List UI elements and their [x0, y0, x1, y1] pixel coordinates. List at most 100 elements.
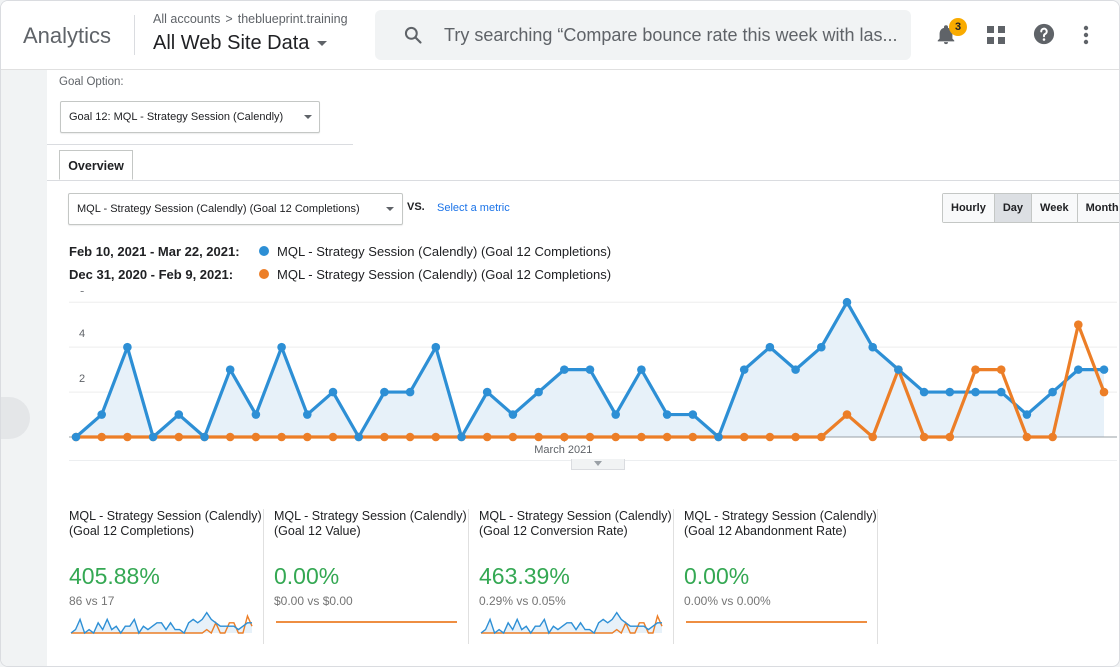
scorecard-value-card[interactable]: MQL - Strategy Session (Calendly) (Goal …	[274, 509, 474, 644]
scorecard-abandonment-rate[interactable]: MQL - Strategy Session (Calendly) (Goal …	[684, 509, 884, 644]
scorecard-divider	[673, 509, 674, 644]
series-previous-point	[303, 432, 312, 442]
series-current-point	[842, 297, 852, 307]
series-current-point	[714, 432, 723, 442]
series-current-point	[585, 365, 595, 374]
sidebar-expand-handle[interactable]	[1, 397, 30, 439]
scorecard-divider	[877, 509, 878, 644]
granularity-hourly-button[interactable]: Hourly	[943, 194, 995, 222]
granularity-month-button[interactable]: Month	[1077, 194, 1119, 222]
goal-option-select[interactable]: Goal 12: MQL - Strategy Session (Calendl…	[60, 101, 320, 133]
scorecard-conversion-rate[interactable]: MQL - Strategy Session (Calendly) (Goal …	[479, 509, 679, 644]
series-current-point	[688, 410, 698, 419]
sparkline-area	[71, 612, 252, 633]
view-name: All Web Site Data	[153, 32, 310, 54]
series-previous-point	[945, 432, 955, 442]
series-current-point	[380, 387, 389, 397]
scorecard-completions[interactable]: MQL - Strategy Session (Calendly) (Goal …	[69, 509, 269, 644]
breadcrumb[interactable]: All accounts > theblueprint.training	[153, 12, 348, 26]
scorecard-value: 405.88%	[69, 563, 160, 589]
series-previous-point	[251, 432, 261, 442]
view-selector[interactable]: All Web Site Data	[153, 32, 328, 55]
series-current-point	[894, 365, 903, 374]
scorecard-title: MQL - Strategy Session (Calendly) (Goal …	[69, 509, 262, 538]
series-previous-point	[328, 432, 338, 442]
select-metric-link[interactable]: Select a metric	[437, 202, 510, 214]
legend-previous-range: Dec 31, 2020 - Feb 9, 2021:	[69, 267, 234, 282]
search-bar[interactable]: Try searching “Compare bounce rate this …	[375, 10, 911, 60]
main-line-chart[interactable]: 6 4 2 March 2021	[61, 291, 1119, 461]
top-bar: Analytics All accounts > theblueprint.trai…	[1, 1, 1119, 70]
series-current-point	[1022, 410, 1032, 419]
search-icon	[404, 26, 422, 44]
granularity-week-button[interactable]: Week	[1032, 194, 1078, 222]
y-tick-label: 2	[79, 373, 85, 385]
series-previous-point	[380, 432, 389, 442]
series-previous-point	[508, 432, 518, 442]
granularity-toggle: Hourly Day Week Month	[942, 193, 1119, 223]
series-current-point	[71, 432, 81, 442]
series-previous-point	[817, 432, 826, 442]
series-previous-point	[1074, 320, 1083, 329]
breadcrumb-property[interactable]: theblueprint.training	[237, 12, 348, 26]
sparkline-area	[481, 612, 662, 633]
metric-select-value: MQL - Strategy Session (Calendly) (Goal …	[77, 203, 360, 215]
series-previous-point	[560, 432, 569, 442]
series-current-point	[225, 365, 235, 374]
scorecard-sparkline	[686, 621, 867, 623]
y-tick-label: 6	[79, 291, 85, 295]
series-previous-point	[868, 432, 877, 442]
series-previous-point	[919, 432, 929, 442]
series-current-point	[662, 410, 672, 419]
granularity-day-button[interactable]: Day	[994, 194, 1033, 222]
series-current-point	[817, 342, 826, 352]
scorecard-value: 0.00%	[684, 563, 750, 589]
series-current-point	[945, 387, 955, 397]
chart-collapse-toggle[interactable]	[571, 459, 625, 470]
more-vert-icon[interactable]	[1083, 25, 1089, 45]
legend-previous: Dec 31, 2020 - Feb 9, 2021: MQL - Strateg…	[69, 267, 611, 282]
series-previous-point	[534, 432, 543, 442]
series-previous-point	[611, 432, 620, 442]
app-name[interactable]: Analytics	[23, 23, 112, 48]
header-divider	[134, 15, 135, 55]
series-current-point	[611, 410, 620, 419]
series-previous-point	[637, 432, 646, 442]
series-previous-point	[97, 432, 106, 442]
tab-overview[interactable]: Overview	[59, 150, 133, 180]
series-previous-point	[842, 410, 852, 419]
breadcrumb-account[interactable]: All accounts	[153, 12, 221, 26]
series-previous-point	[225, 432, 235, 442]
series-current-point	[919, 387, 929, 397]
sparkline-current	[480, 611, 662, 635]
series-current-dot	[259, 246, 269, 256]
series-current-point	[1074, 365, 1083, 374]
help-icon[interactable]	[1033, 23, 1055, 45]
series-current-point	[405, 387, 415, 397]
series-previous-point	[123, 432, 132, 442]
series-previous-point	[277, 432, 286, 442]
series-previous-point	[174, 432, 184, 442]
chevron-down-icon	[317, 41, 328, 47]
scorecard-title: MQL - Strategy Session (Calendly) (Goal …	[274, 509, 467, 538]
scorecard-title: MQL - Strategy Session (Calendly) (Goal …	[479, 509, 672, 538]
goal-option-label: Goal Option:	[59, 76, 124, 88]
series-current-point	[1099, 365, 1109, 374]
scorecard-compare: 0.00% vs 0.00%	[684, 594, 771, 608]
series-previous-point	[585, 432, 595, 442]
series-previous-point	[431, 432, 441, 442]
scorecard-compare: 86 vs 17	[69, 594, 115, 608]
metric-select[interactable]: MQL - Strategy Session (Calendly) (Goal …	[68, 193, 403, 225]
series-previous-point	[482, 432, 492, 442]
search-input[interactable]: Try searching “Compare bounce rate this …	[444, 25, 898, 45]
scorecard-value: 0.00%	[274, 563, 340, 589]
apps-grid-icon[interactable]	[987, 26, 1005, 44]
series-previous-point	[1022, 432, 1032, 442]
scorecard-compare: 0.29% vs 0.05%	[479, 594, 566, 608]
series-current-point	[508, 410, 518, 419]
series-previous-point	[791, 432, 800, 442]
left-rail	[1, 70, 47, 666]
series-current-point	[251, 410, 261, 419]
chevron-down-icon	[304, 115, 312, 119]
